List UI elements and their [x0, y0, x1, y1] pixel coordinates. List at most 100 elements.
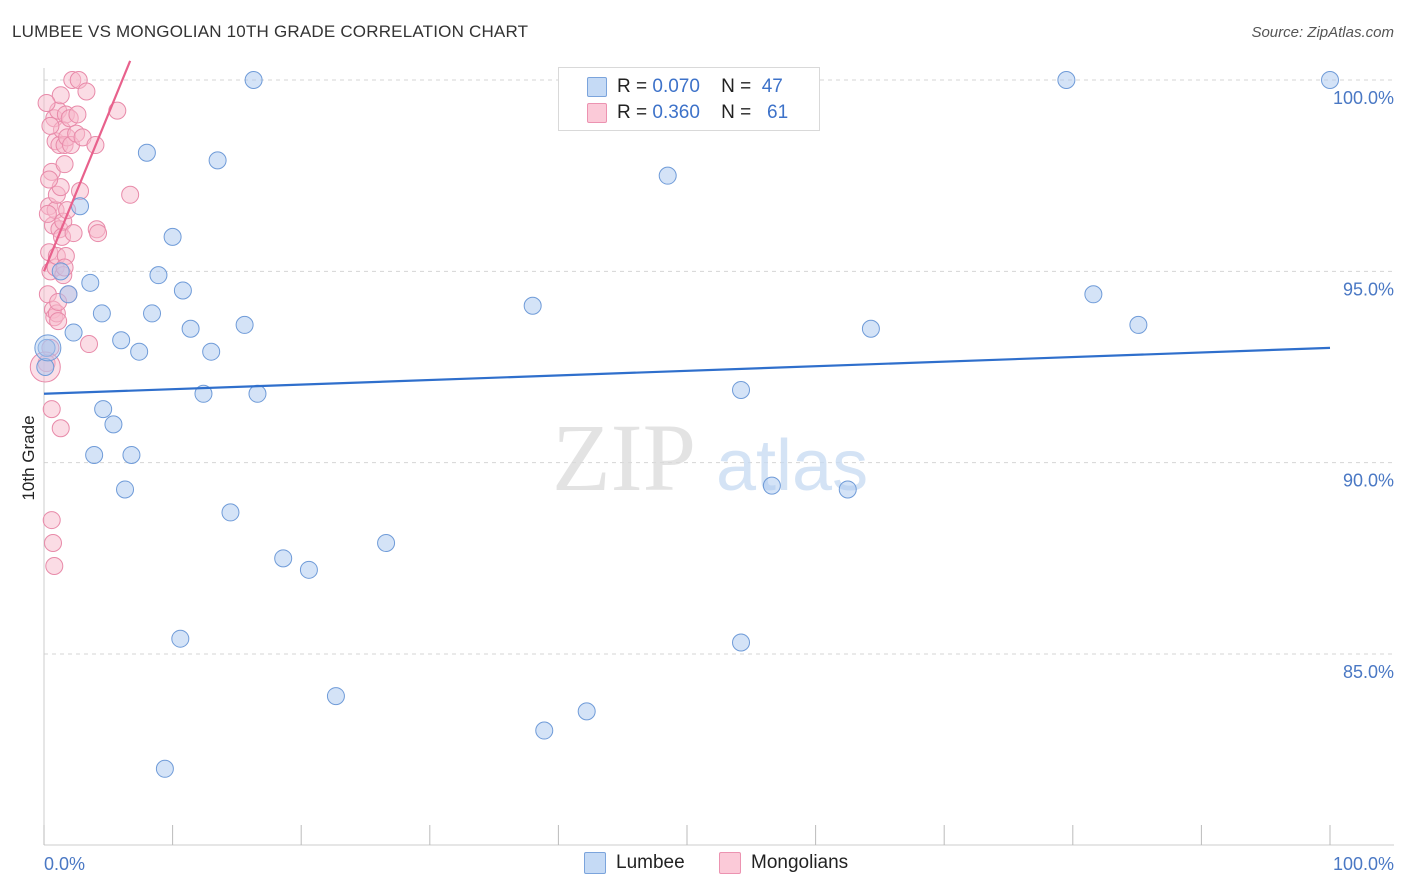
lumbee-point-39 [762, 476, 781, 495]
lumbee-point-16 [149, 266, 168, 285]
lumbee-point-30 [299, 560, 318, 579]
lumbee-point-40 [838, 480, 857, 499]
lumbee-point-20 [173, 281, 192, 300]
mongolians-point-55 [38, 204, 57, 223]
legend-swatch-mongolians [587, 103, 607, 123]
mongolians-point-25 [51, 419, 70, 438]
lumbee-point-34 [535, 721, 554, 740]
mongolians-point-58 [40, 170, 59, 189]
lumbee-point-cluster [34, 334, 62, 362]
bottom-legend-mongolians: Mongolians [719, 852, 848, 874]
lumbee-point-37 [732, 380, 751, 399]
lumbee-point-8 [94, 400, 113, 419]
mongolians-trend-line [42, 60, 132, 272]
bottom-legend-label-lumbee: Lumbee [616, 852, 685, 873]
mongolians-point-60 [37, 93, 56, 112]
mongolians-point-48 [77, 82, 96, 101]
mongolians-point-10 [44, 534, 63, 553]
lumbee-point-24 [208, 151, 227, 170]
lumbee-points [34, 71, 1339, 778]
lumbee-point-13 [130, 342, 149, 361]
lumbee-point-44 [1129, 315, 1148, 334]
bottom-swatch-mongolians [719, 852, 741, 874]
lumbee-point-26 [235, 315, 254, 334]
lumbee-point-33 [523, 296, 542, 315]
legend-r-value-lumbee: 0.070 [652, 76, 700, 97]
bottom-legend-label-mongolians: Mongolians [751, 852, 849, 873]
axes [43, 68, 1394, 846]
watermark: ZIP atlas [552, 404, 868, 511]
lumbee-point-0 [37, 338, 56, 357]
legend-n-value-mongolians: 61 [767, 102, 789, 123]
watermark-zip: ZIP [552, 404, 696, 511]
mongolians-point-32 [55, 155, 74, 174]
y-axis-title: 10th Grade [19, 415, 38, 500]
lumbee-point-42 [1057, 71, 1076, 89]
chart-source: Source: ZipAtlas.com [1251, 24, 1394, 41]
legend-n-value-lumbee: 47 [761, 76, 783, 97]
legend-n-label: N = [721, 76, 752, 97]
trend-lines [42, 60, 1331, 395]
bottom-swatch-lumbee [584, 852, 606, 874]
mongolians-point-52 [89, 224, 108, 243]
lumbee-point-17 [155, 759, 174, 778]
y-tick-labels: 85.0% 90.0% 95.0% 100.0% [1333, 88, 1394, 682]
lumbee-point-35 [577, 702, 596, 721]
lumbee-point-27 [244, 71, 263, 89]
legend-n-label: N = [721, 102, 752, 123]
mongolians-point-56 [41, 116, 60, 135]
lumbee-point-5 [81, 273, 100, 292]
legend-row-lumbee: R = 0.070 N = 47 [617, 75, 783, 99]
lumbee-point-2 [59, 285, 78, 304]
mongolians-point-49 [80, 335, 99, 354]
lumbee-point-28 [248, 384, 267, 403]
lumbee-point-18 [163, 227, 182, 246]
lumbee-point-31 [326, 687, 345, 706]
legend-r-label: R = [617, 102, 648, 123]
lumbee-point-6 [85, 446, 104, 465]
lumbee-point-14 [137, 143, 156, 162]
lumbee-point-15 [143, 304, 162, 323]
legend-r-value-mongolians: 0.360 [652, 102, 700, 123]
lumbee-point-43 [1084, 285, 1103, 304]
lumbee-point-11 [116, 480, 135, 499]
lumbee-point-7 [92, 304, 111, 323]
lumbee-point-22 [194, 384, 213, 403]
legend-box: R = 0.070 N = 47 R = 0.360 N = 61 [558, 67, 820, 131]
y-tick-label-1: 90.0% [1343, 471, 1394, 491]
lumbee-point-46 [36, 358, 55, 376]
x-tick-labels: 0.0% 100.0% [44, 854, 1394, 874]
mongolians-point-42 [64, 224, 83, 243]
lumbee-trend-line [43, 346, 1331, 395]
mongolians-point-54 [121, 185, 140, 204]
lumbee-point-10 [112, 331, 131, 350]
x-tick-label-start: 0.0% [44, 854, 85, 874]
y-tick-label-0: 85.0% [1343, 662, 1394, 682]
lumbee-point-41 [861, 319, 880, 338]
lumbee-point-38 [732, 633, 751, 652]
legend-swatch-lumbee [587, 77, 607, 97]
mongolians-point-44 [68, 105, 87, 124]
lumbee-point-19 [171, 629, 190, 648]
y-tick-label-2: 95.0% [1343, 279, 1394, 299]
mongolians-point-22 [49, 312, 68, 331]
lumbee-point-3 [64, 323, 83, 342]
lumbee-point-12 [122, 446, 141, 465]
x-tick-label-end: 100.0% [1333, 854, 1394, 874]
lumbee-point-32 [377, 534, 396, 553]
legend-r-label: R = [617, 76, 648, 97]
mongolians-point-27 [51, 86, 70, 105]
lumbee-point-1 [51, 262, 70, 281]
chart-title: LUMBEE VS MONGOLIAN 10TH GRADE CORRELATI… [12, 22, 529, 41]
lumbee-point-45 [1321, 71, 1339, 89]
y-tick-label-3: 100.0% [1333, 88, 1394, 108]
legend-row-mongolians: R = 0.360 N = 61 [617, 101, 788, 125]
lumbee-point-25 [221, 503, 240, 522]
lumbee-point-23 [202, 342, 221, 361]
lumbee-point-36 [658, 166, 677, 185]
mongolians-point-12 [45, 556, 64, 575]
lumbee-point-9 [104, 415, 123, 434]
bottom-legend-lumbee: Lumbee [584, 852, 685, 874]
gridlines [44, 79, 1394, 655]
